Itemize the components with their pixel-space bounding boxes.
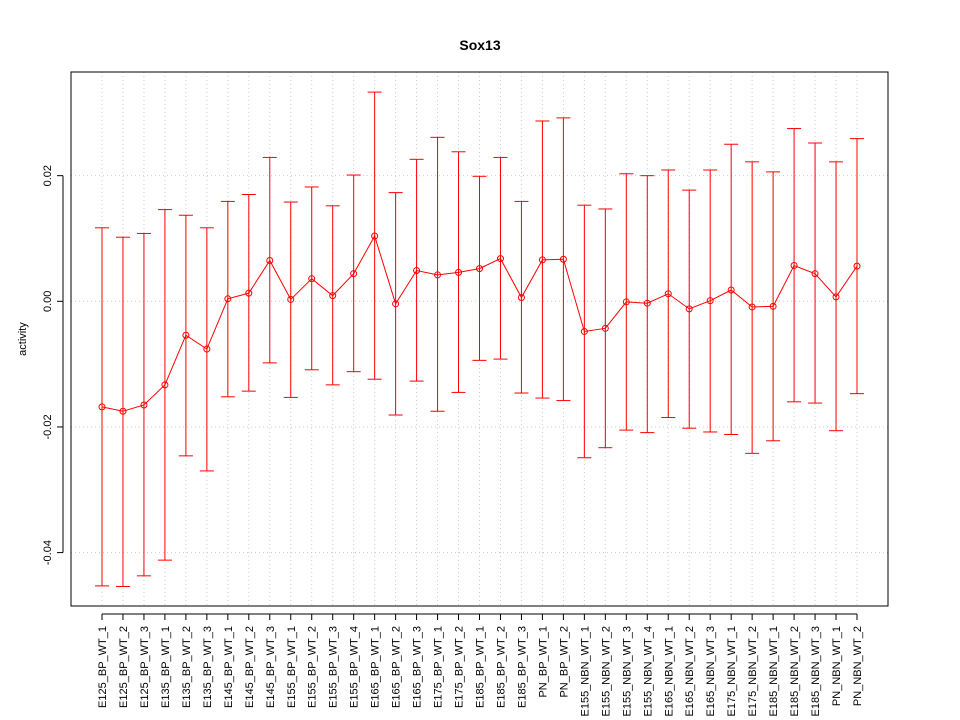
y-tick-label: -0.02 — [42, 414, 54, 439]
x-tick-label: E155_NBN_WT_3 — [621, 626, 633, 717]
x-tick-label: E125_BP_WT_3 — [139, 626, 151, 708]
data-point — [224, 295, 232, 303]
data-point — [119, 407, 127, 415]
data-point — [559, 255, 567, 263]
data-point — [329, 292, 337, 300]
data-point — [413, 267, 421, 275]
x-tick-label: E185_NBN_WT_2 — [789, 626, 801, 717]
data-point — [538, 256, 546, 264]
data-point — [643, 299, 651, 307]
x-tick-label: E155_BP_WT_2 — [307, 626, 319, 708]
data-point — [434, 271, 442, 279]
data-point — [685, 305, 693, 313]
data-point — [161, 381, 169, 389]
data-point — [203, 345, 211, 353]
x-tick-label: E185_NBN_WT_3 — [810, 626, 822, 717]
x-tick-label: E125_BP_WT_2 — [118, 626, 130, 708]
data-point — [727, 286, 735, 294]
x-tick-label: E165_BP_WT_3 — [412, 626, 424, 708]
data-point — [580, 327, 588, 335]
data-point — [748, 303, 756, 311]
x-tick-label: PN_NBN_WT_1 — [831, 626, 843, 706]
data-point — [287, 295, 295, 303]
data-point — [811, 270, 819, 278]
x-tick-label: E165_NBN_WT_2 — [684, 626, 696, 717]
x-tick-label: E185_BP_WT_1 — [475, 626, 487, 708]
x-axis: E125_BP_WT_1 E125_BP_WT_2 E125_BP_WT_3 E135… — [97, 613, 864, 717]
data-point — [622, 298, 630, 306]
x-tick-label: E175_NBN_WT_2 — [747, 626, 759, 717]
data-point — [496, 255, 504, 263]
data-point — [308, 275, 316, 283]
x-tick-label: E155_BP_WT_4 — [349, 626, 361, 708]
data-point — [706, 297, 714, 305]
data-point — [98, 403, 106, 411]
x-tick-label: E165_BP_WT_2 — [391, 626, 403, 708]
plot-frame — [70, 71, 889, 607]
data-point — [476, 265, 483, 273]
x-tick-label: E145_BP_WT_2 — [244, 626, 256, 708]
data-point — [769, 302, 777, 310]
x-tick-label: E185_BP_WT_3 — [516, 626, 528, 708]
x-tick-label: E185_BP_WT_2 — [495, 626, 507, 708]
x-tick-label: E155_NBN_WT_2 — [600, 626, 612, 717]
x-tick-label: E165_BP_WT_1 — [370, 626, 382, 708]
data-point — [790, 261, 798, 269]
data-point — [455, 268, 463, 276]
data-point — [371, 232, 379, 240]
x-tick-label: E165_NBN_WT_1 — [663, 626, 675, 717]
x-tick-label: E125_BP_WT_1 — [97, 626, 109, 708]
x-tick-label: E135_BP_WT_2 — [181, 626, 193, 708]
y-axis-label: activity — [17, 322, 29, 356]
data-point — [664, 290, 672, 298]
data-point — [182, 331, 190, 339]
series-line — [101, 234, 858, 412]
data-point — [350, 270, 358, 278]
x-tick-label: E155_BP_WT_3 — [328, 626, 340, 708]
x-tick-label: E135_BP_WT_3 — [202, 626, 214, 708]
data-point — [392, 300, 400, 308]
x-tick-label: E185_NBN_WT_1 — [768, 626, 780, 717]
data-point — [245, 289, 253, 297]
x-tick-label: E155_NBN_WT_1 — [579, 626, 591, 717]
x-tick-label: E175_NBN_WT_1 — [726, 626, 738, 717]
chart-title: Sox13 — [459, 37, 500, 53]
data-point — [517, 294, 525, 302]
y-tick-label: 0.00 — [42, 291, 54, 312]
data-point — [832, 293, 840, 301]
x-tick-label: E145_BP_WT_3 — [265, 626, 277, 708]
x-tick-label: E175_BP_WT_1 — [433, 626, 445, 708]
x-tick-label: PN_BP_WT_1 — [537, 626, 549, 698]
x-tick-label: E155_NBN_WT_4 — [642, 626, 654, 717]
data-points — [98, 232, 861, 415]
x-tick-label: E135_BP_WT_1 — [160, 626, 172, 708]
x-tick-label: E165_NBN_WT_3 — [705, 626, 717, 717]
y-tick-label: 0.02 — [42, 165, 54, 186]
y-tick-label: -0.04 — [42, 540, 54, 565]
x-tick-label: E175_BP_WT_2 — [454, 626, 466, 708]
data-point — [140, 401, 148, 409]
data-point — [601, 324, 609, 332]
error-bars — [95, 91, 864, 588]
x-tick-label: E145_BP_WT_1 — [223, 626, 235, 708]
data-point — [266, 256, 274, 264]
x-tick-label: E155_BP_WT_1 — [286, 626, 298, 708]
data-point — [853, 262, 861, 270]
x-tick-label: PN_BP_WT_2 — [558, 626, 570, 698]
y-axis: -0.04 -0.02 0.00 0.02 — [42, 165, 64, 565]
x-tick-label: PN_NBN_WT_2 — [852, 626, 864, 706]
